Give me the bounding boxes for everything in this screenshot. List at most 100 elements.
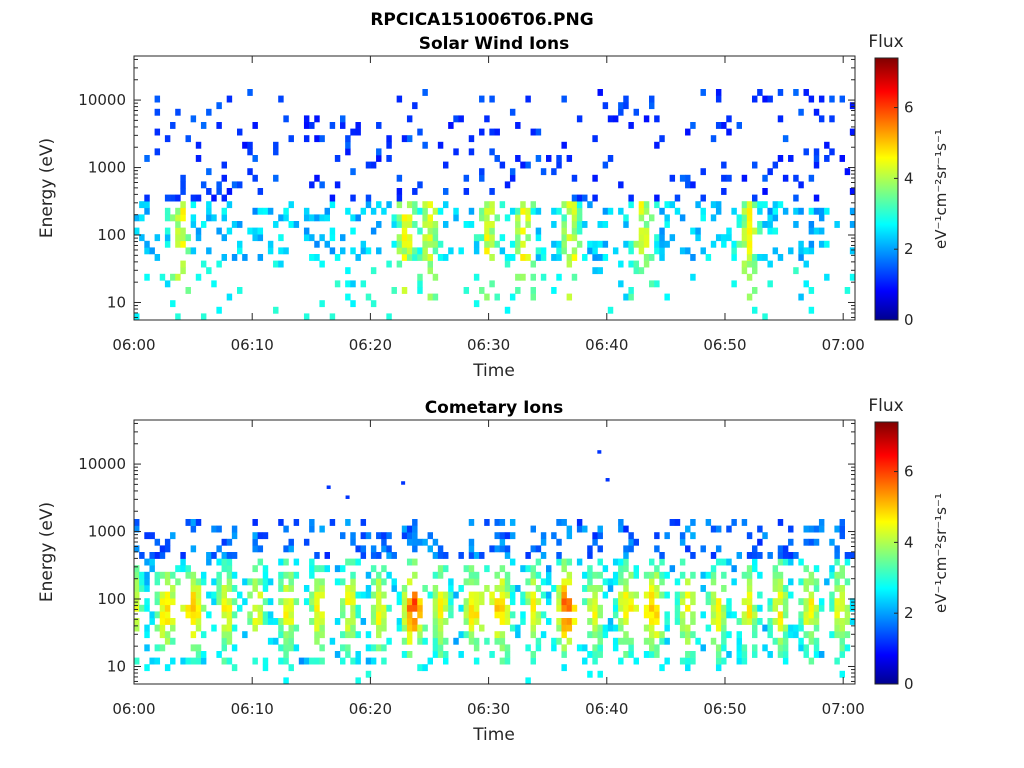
heatmap-cell bbox=[721, 240, 727, 248]
heatmap-cell bbox=[757, 207, 763, 215]
heatmap-cell bbox=[324, 552, 330, 559]
heatmap-cell bbox=[715, 611, 722, 619]
heatmap-cell bbox=[597, 240, 603, 248]
heatmap-cell bbox=[808, 657, 815, 665]
heatmap-cell bbox=[556, 591, 562, 599]
heatmap-cell bbox=[463, 598, 470, 606]
heatmap-cell bbox=[710, 240, 717, 248]
heatmap-cell bbox=[422, 585, 428, 592]
heatmap-cell bbox=[834, 598, 840, 606]
heatmap-cell bbox=[216, 122, 222, 129]
heatmap-cell bbox=[628, 293, 634, 301]
heatmap-cell bbox=[752, 545, 758, 553]
heatmap-cell bbox=[345, 624, 351, 632]
x-tick-label: 06:40 bbox=[585, 336, 628, 354]
heatmap-cell bbox=[700, 545, 706, 553]
heatmap-cell bbox=[504, 254, 511, 261]
heatmap-cell bbox=[628, 545, 634, 553]
heatmap-cell bbox=[494, 571, 500, 579]
heatmap-cell bbox=[432, 611, 439, 619]
heatmap-cell bbox=[226, 637, 233, 645]
heatmap-cell bbox=[350, 618, 356, 625]
x-tick-label: 06:10 bbox=[231, 700, 274, 718]
heatmap-cell bbox=[741, 611, 748, 619]
heatmap-cell bbox=[777, 637, 784, 645]
heatmap-cell bbox=[746, 571, 753, 579]
heatmap-cell bbox=[618, 558, 624, 566]
heatmap-cell bbox=[247, 618, 253, 625]
heatmap-cell bbox=[432, 234, 439, 242]
heatmap-cell bbox=[839, 532, 845, 540]
heatmap-cell bbox=[453, 115, 459, 123]
heatmap-cell bbox=[443, 657, 449, 665]
heatmap-cell bbox=[597, 624, 603, 632]
heatmap-cell bbox=[458, 552, 464, 559]
heatmap-cell bbox=[633, 538, 639, 546]
heatmap-cell bbox=[839, 598, 845, 606]
heatmap-cell bbox=[530, 598, 536, 606]
heatmap-cell bbox=[736, 651, 742, 658]
heatmap-cell bbox=[772, 585, 779, 592]
heatmap-cell bbox=[690, 532, 696, 540]
heatmap-cell bbox=[741, 657, 748, 665]
heatmap-cell bbox=[710, 618, 717, 625]
heatmap-cell bbox=[623, 618, 629, 625]
heatmap-cell bbox=[752, 552, 758, 559]
heatmap-cell bbox=[525, 552, 531, 559]
heatmap-cell bbox=[319, 234, 325, 242]
heatmap-cell bbox=[808, 95, 815, 103]
heatmap-cell bbox=[355, 128, 361, 136]
heatmap-cell bbox=[772, 201, 779, 209]
heatmap-cell bbox=[350, 571, 356, 579]
heatmap-cell bbox=[391, 221, 397, 228]
heatmap-cell bbox=[813, 624, 820, 632]
heatmap-cell bbox=[798, 108, 804, 116]
heatmap-cell bbox=[412, 519, 418, 526]
heatmap-cell bbox=[849, 102, 856, 110]
heatmap-cell bbox=[406, 201, 413, 209]
heatmap-cell bbox=[159, 631, 166, 639]
heatmap-cell bbox=[231, 571, 238, 579]
heatmap-cell bbox=[412, 221, 418, 228]
heatmap-cell bbox=[340, 578, 346, 586]
heatmap-cell bbox=[509, 108, 516, 116]
heatmap-cell bbox=[664, 532, 670, 540]
heatmap-cell bbox=[391, 287, 397, 294]
heatmap-cell bbox=[350, 538, 356, 546]
heatmap-cell bbox=[288, 664, 294, 672]
heatmap-cell bbox=[396, 624, 403, 632]
heatmap-cell bbox=[293, 519, 300, 526]
heatmap-cell bbox=[180, 207, 186, 215]
heatmap-cell bbox=[690, 611, 696, 619]
heatmap-cell bbox=[489, 227, 495, 235]
heatmap-cell bbox=[252, 565, 258, 573]
heatmap-cell bbox=[499, 545, 506, 553]
heatmap-cell bbox=[386, 552, 392, 559]
heatmap-cell bbox=[685, 657, 691, 665]
heatmap-cell bbox=[458, 115, 464, 123]
heatmap-cell bbox=[803, 598, 809, 606]
heatmap-cell bbox=[782, 598, 789, 606]
heatmap-cell bbox=[252, 538, 258, 546]
heatmap-cell bbox=[607, 306, 614, 314]
heatmap-cell bbox=[283, 598, 289, 606]
heatmap-cell bbox=[561, 598, 567, 606]
heatmap-cell bbox=[489, 545, 495, 553]
heatmap-cell bbox=[690, 631, 696, 639]
heatmap-cell bbox=[679, 214, 686, 222]
heatmap-cell bbox=[798, 207, 804, 215]
heatmap-cell bbox=[360, 247, 367, 255]
heatmap-cell bbox=[561, 240, 567, 248]
heatmap-cell bbox=[376, 571, 382, 579]
heatmap-cell bbox=[695, 227, 701, 235]
heatmap-cell bbox=[247, 591, 253, 599]
heatmap-cell bbox=[180, 214, 186, 222]
heatmap-cell bbox=[721, 188, 727, 195]
heatmap-cell bbox=[623, 565, 629, 573]
heatmap-cell bbox=[741, 201, 748, 209]
heatmap-cell bbox=[834, 578, 840, 586]
heatmap-cell bbox=[649, 214, 655, 222]
heatmap-cell bbox=[829, 538, 835, 546]
heatmap-cell bbox=[700, 571, 706, 579]
heatmap-cell bbox=[360, 591, 367, 599]
